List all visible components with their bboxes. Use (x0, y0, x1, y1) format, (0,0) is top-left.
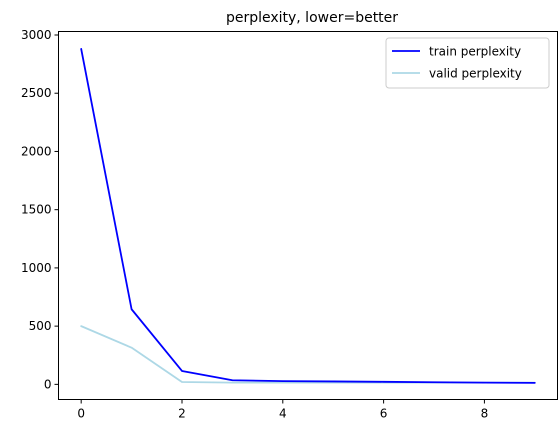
chart-title: perplexity, lower=better (226, 10, 398, 26)
y-tick-label: 2500 (21, 86, 52, 100)
legend-label-valid-perplexity: valid perplexity (429, 67, 522, 81)
x-tick-label: 2 (178, 407, 186, 421)
legend: train perplexity valid perplexity (385, 37, 550, 89)
y-ticks: 0 500 1000 1500 2000 2500 3000 (21, 28, 59, 391)
series-line-train-perplexity (80, 48, 536, 384)
x-tick-label: 0 (77, 407, 85, 421)
x-tick-label: 8 (481, 407, 489, 421)
series-line-valid-perplexity (80, 325, 536, 384)
x-ticks: 0 2 4 6 8 (77, 399, 489, 421)
y-tick-label: 1000 (21, 261, 52, 275)
x-tick-label: 6 (380, 407, 388, 421)
x-tick-label: 4 (279, 407, 287, 421)
y-tick-label: 3000 (21, 28, 52, 42)
y-tick-label: 1500 (21, 203, 52, 217)
y-tick-label: 500 (29, 319, 52, 333)
legend-label-train-perplexity: train perplexity (429, 45, 521, 59)
y-tick-label: 0 (44, 377, 52, 391)
series-layer (80, 48, 536, 384)
y-tick-label: 2000 (21, 144, 52, 158)
plot-frame (58, 31, 558, 400)
legend-box (385, 37, 550, 89)
